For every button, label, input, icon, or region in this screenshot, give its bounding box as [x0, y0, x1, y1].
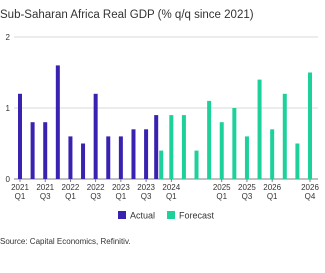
bar: [207, 100, 212, 179]
x-tick-label: 2021 Q1: [11, 183, 29, 201]
bar: [159, 150, 164, 179]
legend-swatch: [118, 211, 126, 219]
bar: [93, 93, 98, 179]
x-tick-label: 2023 Q3: [137, 183, 155, 201]
x-tick-label: 2026 Q1: [263, 183, 281, 201]
bar: [257, 79, 262, 179]
x-tick-label: 2021 Q3: [36, 183, 54, 201]
legend-label: Actual: [130, 211, 155, 221]
y-tick-label: 0: [6, 175, 11, 184]
x-tick-label: 2024 Q1: [162, 183, 180, 201]
bar: [169, 115, 174, 179]
bar: [244, 136, 249, 179]
bar: [270, 129, 275, 179]
bar: [106, 136, 111, 179]
bar: [144, 129, 149, 179]
bar: [295, 143, 300, 179]
bar: [181, 115, 186, 179]
legend-swatch: [167, 211, 176, 219]
x-tick-label: 2026 Q4: [301, 183, 319, 201]
legend-label: Forecast: [179, 211, 215, 221]
x-tick-label: 2022 Q3: [87, 183, 105, 201]
source: Source: Capital Economics, Refinitiv.: [0, 237, 131, 246]
bar: [30, 122, 35, 179]
bar: [55, 65, 60, 179]
bar: [232, 108, 237, 179]
y-tick-label: 2: [6, 33, 11, 42]
bar: [154, 115, 159, 179]
bar: [43, 122, 48, 179]
x-tick-label: 2023 Q1: [112, 183, 130, 201]
bar: [282, 93, 287, 179]
bar: [118, 136, 123, 179]
bar: [18, 93, 22, 179]
y-tick-label: 1: [6, 104, 11, 113]
bar: [68, 136, 73, 179]
bar: [194, 150, 199, 179]
bar: [81, 143, 86, 179]
x-tick-label: 2025 Q3: [238, 183, 256, 201]
x-tick-label: 2025 Q1: [213, 183, 231, 201]
bar: [219, 122, 224, 179]
bar: [131, 129, 136, 179]
chart-title: Sub-Saharan Africa Real GDP (% q/q since…: [0, 9, 254, 21]
bar: [308, 72, 312, 179]
x-tick-label: 2022 Q1: [62, 183, 80, 201]
